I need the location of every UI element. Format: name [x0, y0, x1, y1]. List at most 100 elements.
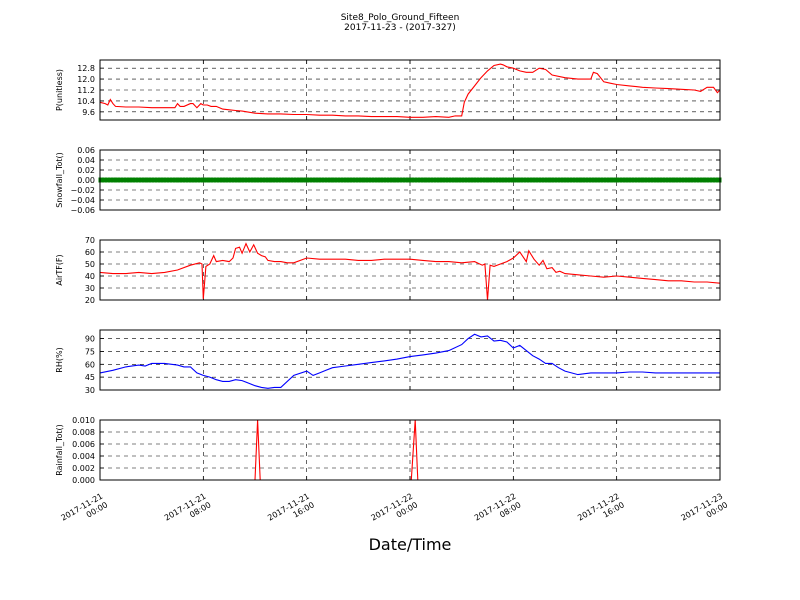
- data-point: [690, 177, 694, 183]
- data-point: [151, 177, 155, 183]
- data-point: [622, 177, 626, 183]
- data-point: [306, 177, 310, 183]
- data-point: [197, 177, 201, 183]
- data-point: [504, 177, 508, 183]
- data-point: [104, 177, 108, 183]
- data-point: [427, 177, 431, 183]
- data-point: [343, 177, 347, 183]
- y-axis-label: AirTF(F): [55, 254, 64, 285]
- data-point: [634, 177, 638, 183]
- data-point: [597, 177, 601, 183]
- panel-1: 9.6 10.4 11.2 12.0 12.8 P(unitless): [55, 59, 721, 121]
- y-tick-label: 0.008: [72, 428, 95, 437]
- data-point: [315, 177, 319, 183]
- data-point: [448, 177, 452, 183]
- data-point: [371, 177, 375, 183]
- data-point: [411, 177, 415, 183]
- data-point: [523, 177, 527, 183]
- data-point: [219, 177, 223, 183]
- y-axis-label: RH(%): [55, 347, 64, 372]
- data-point: [709, 177, 713, 183]
- data-point: [706, 177, 710, 183]
- data-point: [216, 177, 220, 183]
- data-point: [659, 177, 663, 183]
- data-point: [458, 177, 462, 183]
- y-tick-label: 0.002: [72, 464, 95, 473]
- data-point: [631, 177, 635, 183]
- y-tick-label: 40: [85, 272, 95, 281]
- data-point: [141, 177, 145, 183]
- data-point: [358, 177, 362, 183]
- data-point: [120, 177, 124, 183]
- data-point: [535, 177, 539, 183]
- y-tick-label: 60: [85, 248, 95, 257]
- data-point: [538, 177, 542, 183]
- data-point: [461, 177, 465, 183]
- x-axis-label: Date/Time: [369, 535, 452, 554]
- data-point: [650, 177, 654, 183]
- data-point: [262, 177, 266, 183]
- data-point: [355, 177, 359, 183]
- data-point: [625, 177, 629, 183]
- data-point: [600, 177, 604, 183]
- data-point: [327, 177, 331, 183]
- data-point: [653, 177, 657, 183]
- data-point: [238, 177, 241, 183]
- data-point: [300, 177, 303, 183]
- data-point: [554, 177, 558, 183]
- data-point: [486, 177, 489, 183]
- y-tick-label: 0.02: [77, 166, 95, 175]
- data-point: [126, 177, 130, 183]
- data-point: [455, 177, 458, 183]
- data-point: [272, 177, 276, 183]
- data-point: [424, 177, 427, 183]
- data-point: [256, 177, 260, 183]
- y-tick-label: 60: [85, 360, 95, 369]
- data-point: [380, 177, 384, 183]
- data-point: [160, 177, 164, 183]
- data-point: [476, 177, 480, 183]
- data-point: [228, 177, 232, 183]
- plot-frame: [99, 59, 721, 121]
- data-point: [684, 177, 688, 183]
- data-point: [482, 177, 486, 183]
- data-point: [247, 177, 251, 183]
- data-point: [176, 177, 179, 183]
- data-point: [637, 177, 641, 183]
- data-point: [365, 177, 369, 183]
- data-point: [383, 177, 387, 183]
- data-point: [699, 177, 703, 183]
- data-point: [675, 177, 679, 183]
- y-tick-label: −0.02: [70, 186, 95, 195]
- data-point: [405, 177, 409, 183]
- data-point: [529, 177, 533, 183]
- data-point: [129, 177, 133, 183]
- data-point: [665, 177, 669, 183]
- data-point: [293, 177, 297, 183]
- data-point: [656, 177, 660, 183]
- data-point: [541, 177, 545, 183]
- data-point: [693, 177, 697, 183]
- data-point: [442, 177, 446, 183]
- y-tick-label: 0.00: [77, 176, 95, 185]
- data-point: [145, 177, 148, 183]
- data-point: [672, 177, 675, 183]
- data-point: [498, 177, 502, 183]
- data-point: [563, 177, 567, 183]
- data-point: [386, 177, 390, 183]
- data-point: [464, 177, 468, 183]
- y-tick-label: −0.06: [70, 206, 95, 215]
- data-point: [188, 177, 192, 183]
- data-point: [123, 177, 127, 183]
- y-tick-label: 0.004: [72, 452, 95, 461]
- data-point: [349, 177, 353, 183]
- y-tick-label: 0.006: [72, 440, 95, 449]
- y-tick-label: 50: [85, 260, 95, 269]
- data-point: [337, 177, 341, 183]
- panel-4: 90 75 60 45 30 RH(%): [55, 329, 721, 395]
- y-axis-label: Snowfall_Tot(): [55, 152, 64, 208]
